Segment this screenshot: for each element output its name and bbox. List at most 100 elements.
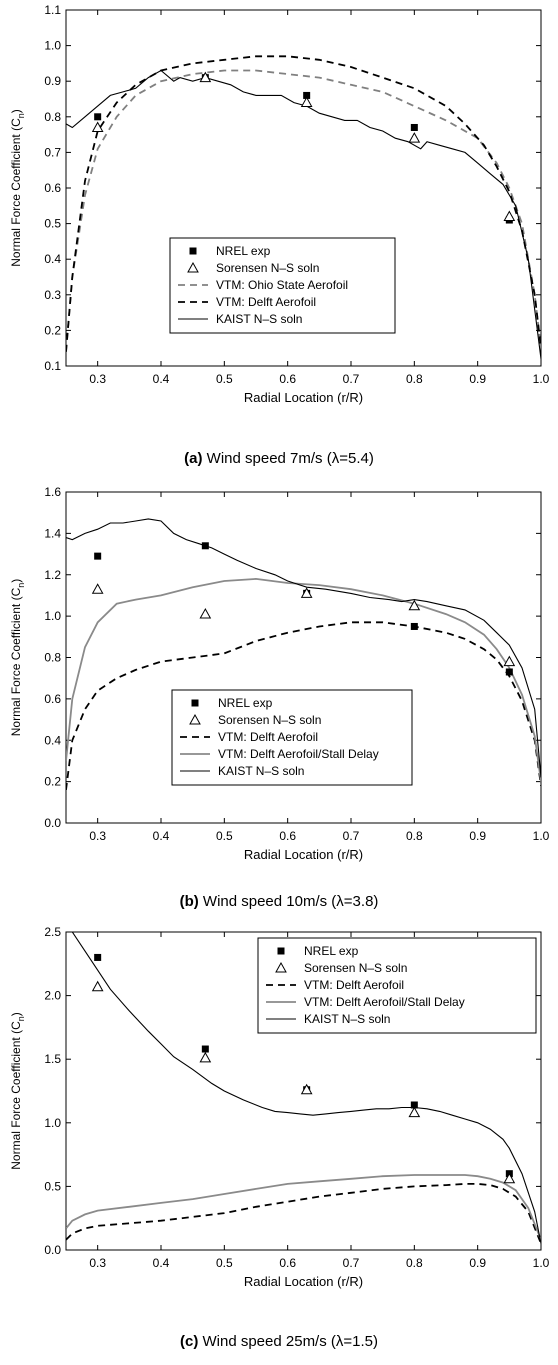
caption-b-label: (b) bbox=[179, 893, 199, 910]
chart-c-legend bbox=[257, 937, 537, 1034]
chart-b-xlabel: Radial Location (r/R) bbox=[244, 847, 363, 862]
chart-a-ytick-label: 0.7 bbox=[44, 145, 61, 159]
chart-a-nrel-point bbox=[410, 123, 418, 131]
caption-a-label: (a) bbox=[184, 450, 203, 467]
chart-a-ytick-label: 0.9 bbox=[44, 74, 61, 88]
chart-c-ytick-label: 1.0 bbox=[44, 1116, 61, 1130]
chart-a-sorensen-point bbox=[408, 132, 421, 143]
chart-b-series-line-2 bbox=[66, 621, 541, 791]
chart-a-ylabel-close: ) bbox=[9, 109, 23, 113]
chart-a-xtick-label: 0.6 bbox=[279, 372, 296, 386]
chart-b-sorensen-point bbox=[199, 608, 212, 619]
chart-a-xlabel: Radial Location (r/R) bbox=[244, 390, 363, 405]
caption-b: (b) Wind speed 10m/s (λ=3.8) bbox=[0, 893, 558, 910]
chart-c-legend-label: VTM: Delft Aerofoil bbox=[304, 978, 404, 992]
chart-c-legend-swatch bbox=[277, 947, 285, 955]
chart-a-ytick-label: 0.2 bbox=[44, 323, 61, 337]
chart-c-ytick-label: 0.5 bbox=[44, 1179, 61, 1193]
chart-b: 0.3 0.4 0.5 0.6 0.7 0.8 0.9 1.0 0.0 0.2 0.4 0.6 0.8 1… bbox=[9, 485, 550, 862]
chart-b-ylabel-main: Normal Force Coefficient (C bbox=[9, 587, 23, 736]
chart-c-series-line-4 bbox=[71, 932, 541, 1244]
chart-b-sorensen-point bbox=[503, 655, 516, 667]
chart-c-ylabel: Normal Force Coefficient (Cn) bbox=[9, 1012, 26, 1170]
chart-c-sorensen-point bbox=[199, 1051, 212, 1063]
chart-b-legend-swatch bbox=[189, 713, 201, 725]
chart-panel-b: 0.3 0.4 0.5 0.6 0.7 0.8 0.9 1.0 0.0 0.2 0.4 0.6 0.8 1… bbox=[0, 480, 558, 922]
chart-panel-a: 0.3 0.4 0.5 0.6 0.7 0.8 0.9 1.0 0.1 0.2 0.3 0.4 0.5 0… bbox=[0, 0, 558, 478]
chart-a-sorensen-point bbox=[91, 121, 104, 132]
chart-b-legend-label: Sorensen N–S soln bbox=[218, 713, 321, 727]
chart-b-series-group bbox=[66, 518, 541, 791]
chart-c-legend-label: VTM: Delft Aerofoil/Stall Delay bbox=[304, 995, 465, 1009]
chart-a-sorensen-point bbox=[300, 96, 313, 108]
chart-b-legend-label: NREL exp bbox=[218, 696, 273, 710]
chart-b-nrel-point bbox=[410, 622, 418, 630]
chart-c-nrel-point bbox=[201, 1045, 209, 1053]
chart-a-ytick-label: 1.1 bbox=[44, 3, 61, 17]
chart-b-ytick-label: 0.4 bbox=[44, 733, 61, 747]
chart-c-xtick-label: 0.3 bbox=[89, 1256, 106, 1270]
chart-b-ylabel-sub: n bbox=[16, 583, 26, 588]
chart-c-series-line-2 bbox=[66, 1182, 541, 1244]
chart-b-ytick-label: 0.6 bbox=[44, 692, 61, 706]
chart-a-ytick-label: 0.1 bbox=[44, 359, 61, 373]
chart-c-legend-swatch bbox=[275, 961, 287, 973]
chart-b-nrel-point bbox=[94, 552, 102, 560]
caption-c-text: Wind speed 25m/s (λ=1.5) bbox=[202, 1333, 379, 1350]
chart-c-nrel-point bbox=[94, 953, 102, 961]
chart-a-xtick-label: 0.4 bbox=[153, 372, 170, 386]
chart-c-legend-label: Sorensen N–S soln bbox=[304, 961, 407, 975]
chart-b-xtick-label: 0.8 bbox=[406, 829, 423, 843]
caption-b-text: Wind speed 10m/s (λ=3.8) bbox=[202, 893, 379, 910]
chart-c-sorensen-point bbox=[408, 1106, 421, 1118]
chart-a-xtick-label: 0.9 bbox=[469, 372, 486, 386]
chart-panel-c: 0.3 0.4 0.5 0.6 0.7 0.8 0.9 1.0 0.0 0.5 1.0 1.5 2.0 2… bbox=[0, 922, 558, 1365]
chart-a-sorensen-point bbox=[199, 71, 212, 83]
chart-a-nrel-point bbox=[303, 91, 311, 99]
chart-a-legend-swatch bbox=[189, 247, 197, 255]
chart-a-series-line-4 bbox=[66, 69, 541, 359]
chart-a-legend-label: VTM: Delft Aerofoil bbox=[216, 295, 316, 309]
chart-c-sorensen-point bbox=[91, 980, 104, 992]
chart-a-ytick-label: 0.6 bbox=[44, 181, 61, 195]
chart-c-xlabel: Radial Location (r/R) bbox=[244, 1274, 363, 1289]
chart-b-ytick-label: 0.2 bbox=[44, 775, 61, 789]
chart-b-series-line-4 bbox=[66, 518, 541, 778]
chart-c-nrel-point bbox=[410, 1101, 418, 1109]
chart-b-sorensen-point bbox=[408, 599, 421, 611]
chart-a-xtick-label: 0.8 bbox=[406, 372, 423, 386]
chart-b-sorensen-point bbox=[91, 583, 104, 594]
caption-c: (c) Wind speed 25m/s (λ=1.5) bbox=[0, 1333, 558, 1350]
chart-b-legend-label: VTM: Delft Aerofoil bbox=[218, 730, 318, 744]
chart-c-sorensen-point bbox=[503, 1172, 516, 1184]
chart-c-series-line-3 bbox=[66, 1174, 541, 1241]
chart-b-xtick-label: 0.7 bbox=[343, 829, 360, 843]
caption-a: (a) Wind speed 7m/s (λ=5.4) bbox=[0, 450, 558, 467]
chart-c-legend-label: KAIST N–S soln bbox=[304, 1012, 390, 1026]
chart-b-nrel-point bbox=[201, 542, 209, 550]
chart-a-ylabel-main: Normal Force Coefficient (C bbox=[9, 118, 23, 267]
chart-b-xtick-label: 0.3 bbox=[89, 829, 106, 843]
chart-b-ytick-label: 0.0 bbox=[44, 816, 61, 830]
chart-a-ylabel-sub: n bbox=[16, 113, 26, 118]
chart-a-ytick-label: 0.5 bbox=[44, 217, 61, 231]
chart-c-ytick-label: 1.5 bbox=[44, 1052, 61, 1066]
chart-a-ytick-label: 0.4 bbox=[44, 252, 61, 266]
chart-a-ytick-label: 0.8 bbox=[44, 110, 61, 124]
chart-c-ytick-label: 2.5 bbox=[44, 925, 61, 939]
chart-b-ytick-label: 1.4 bbox=[44, 526, 61, 540]
chart-c-xtick-label: 1.0 bbox=[533, 1256, 550, 1270]
chart-a-ytick-label: 1.0 bbox=[44, 39, 61, 53]
chart-c-sorensen-point bbox=[300, 1083, 313, 1095]
chart-a-ytick-label: 0.3 bbox=[44, 288, 61, 302]
caption-a-text: Wind speed 7m/s (λ=5.4) bbox=[206, 450, 374, 467]
chart-a-legend-label: KAIST N–S soln bbox=[216, 312, 302, 326]
chart-a-series-group bbox=[66, 55, 541, 359]
chart-b-legend-swatch bbox=[191, 699, 199, 707]
chart-c-series-group bbox=[66, 932, 541, 1244]
chart-b-xtick-label: 0.5 bbox=[216, 829, 233, 843]
chart-b-ylabel: Normal Force Coefficient (Cn) bbox=[9, 579, 26, 737]
chart-c-ytick-label: 0.0 bbox=[44, 1243, 61, 1257]
chart-c-ylabel-close: ) bbox=[9, 1012, 23, 1016]
chart-a-nrel-point bbox=[94, 113, 102, 121]
